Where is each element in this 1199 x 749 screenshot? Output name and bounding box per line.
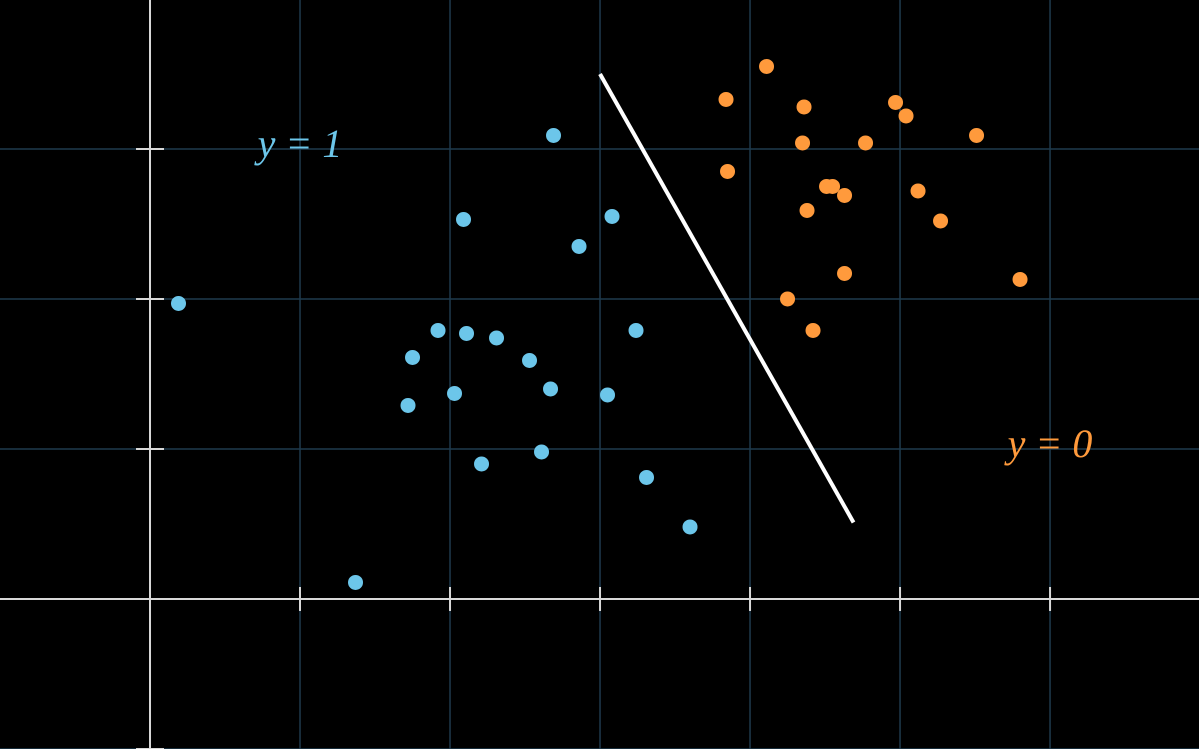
point [825, 178, 841, 194]
decision-boundary [598, 72, 856, 524]
point [718, 91, 734, 107]
point [600, 387, 616, 403]
point [430, 322, 446, 338]
point [348, 574, 364, 590]
point [780, 291, 796, 307]
point [628, 322, 644, 338]
point [489, 330, 505, 346]
point [858, 135, 874, 151]
point [799, 202, 815, 218]
point [604, 208, 620, 224]
point [837, 187, 853, 203]
class-label: y = 1 [254, 121, 343, 166]
point [969, 127, 985, 143]
point [805, 322, 821, 338]
point [910, 183, 926, 199]
point [639, 469, 655, 485]
point [171, 295, 187, 311]
point [522, 352, 538, 368]
class-label: y = 0 [1004, 421, 1093, 466]
point [795, 135, 811, 151]
point [534, 444, 550, 460]
point [759, 58, 775, 74]
point [898, 108, 914, 124]
point [400, 397, 416, 413]
point [447, 385, 463, 401]
point [571, 238, 587, 254]
point [837, 265, 853, 281]
point [543, 381, 559, 397]
point [1012, 271, 1028, 287]
point [933, 213, 949, 229]
point [546, 127, 562, 143]
point [456, 211, 472, 227]
point [720, 163, 736, 179]
point [474, 456, 490, 472]
point [888, 94, 904, 110]
point [405, 349, 421, 365]
point [459, 325, 475, 341]
point [796, 99, 812, 115]
point [682, 519, 698, 535]
